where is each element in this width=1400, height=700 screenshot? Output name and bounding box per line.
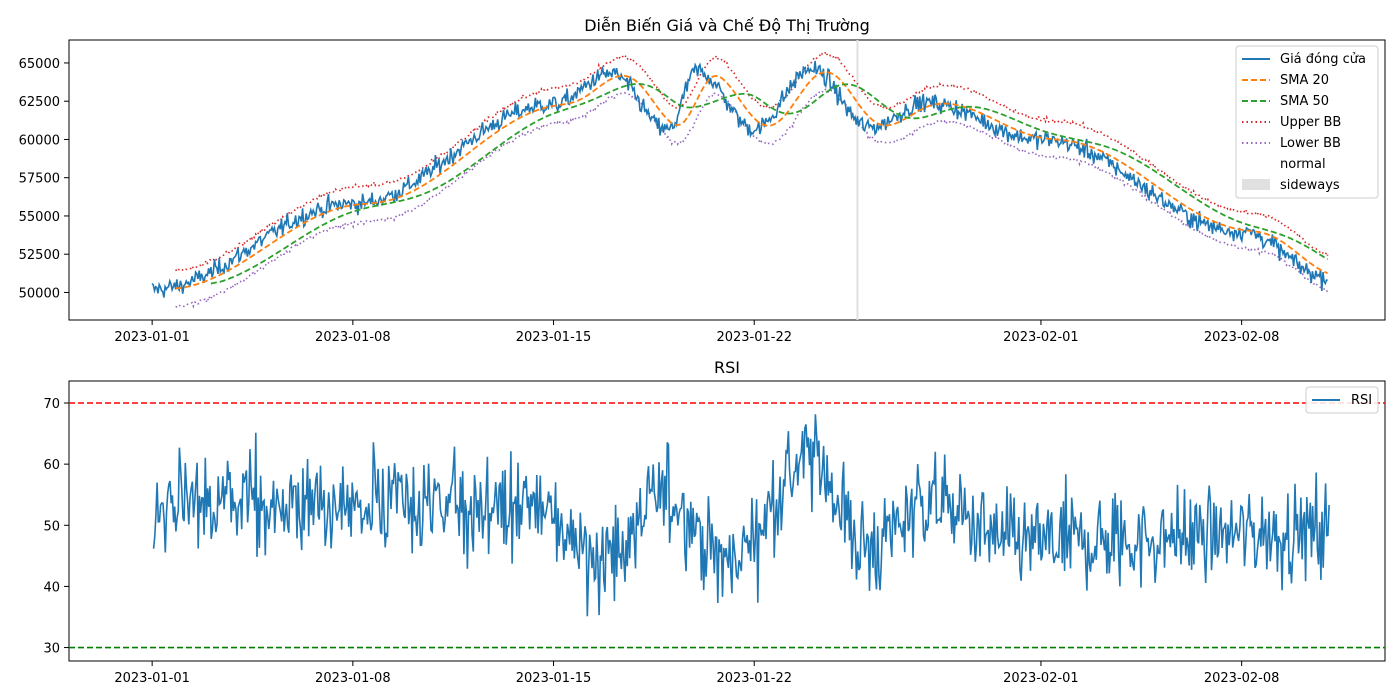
legend-sma20: SMA 20 bbox=[1280, 73, 1329, 88]
price-x-tick-label: 2023-01-22 bbox=[716, 330, 792, 345]
legend-lower-bb: Lower BB bbox=[1280, 136, 1341, 151]
price-x-tick-label: 2023-01-01 bbox=[114, 330, 190, 345]
price-frame bbox=[68, 39, 1386, 321]
price-y-tick-label: 65000 bbox=[19, 57, 60, 72]
price-y-tick-label: 55000 bbox=[19, 210, 60, 225]
rsi-frame bbox=[68, 380, 1386, 662]
rsi-chart-title: RSI bbox=[714, 358, 740, 377]
price-y-tick-label: 52500 bbox=[19, 248, 60, 263]
sma20-line bbox=[175, 71, 1328, 290]
rsi-x-tick-label: 2023-01-15 bbox=[516, 671, 592, 686]
rsi-y-tick-label: 30 bbox=[43, 642, 60, 657]
rsi-x-tick-label: 2023-01-08 bbox=[315, 671, 391, 686]
sma50-line bbox=[210, 83, 1329, 285]
legend-close: Giá đóng cửa bbox=[1280, 52, 1366, 67]
price-legend: Giá đóng cửa SMA 20 SMA 50 Upper BB Lowe… bbox=[1235, 45, 1379, 199]
price-x-tick-label: 2023-01-08 bbox=[315, 330, 391, 345]
rsi-legend: RSI bbox=[1305, 386, 1379, 414]
legend-rsi: RSI bbox=[1351, 393, 1372, 408]
price-x-tick-label: 2023-02-01 bbox=[1003, 330, 1079, 345]
upper-bb-line bbox=[175, 49, 1329, 273]
legend-normal: normal bbox=[1280, 157, 1326, 172]
price-y-tick-label: 60000 bbox=[19, 133, 60, 148]
legend-sideways: sideways bbox=[1280, 178, 1340, 193]
rsi-y-tick-label: 50 bbox=[43, 519, 60, 534]
price-x-tick-label: 2023-02-08 bbox=[1204, 330, 1280, 345]
rsi-x-tick-label: 2023-02-01 bbox=[1003, 671, 1079, 686]
lower-bb-line bbox=[175, 88, 1328, 309]
price-x-tick-label: 2023-01-15 bbox=[516, 330, 592, 345]
price-y-tick-label: 62500 bbox=[19, 95, 60, 110]
rsi-y-tick-label: 70 bbox=[43, 397, 60, 412]
rsi-x-tick-label: 2023-01-01 bbox=[114, 671, 190, 686]
price-panel: 2023-01-01 2023-01-08 2023-01-15 2023-01-22… bbox=[19, 39, 1386, 345]
rsi-x-tick-label: 2023-01-22 bbox=[716, 671, 792, 686]
legend-sma50: SMA 50 bbox=[1280, 94, 1329, 109]
rsi-x-tick-label: 2023-02-08 bbox=[1204, 671, 1280, 686]
price-y-tick-label: 57500 bbox=[19, 172, 60, 187]
rsi-panel: 2023-01-01 2023-01-08 2023-01-15 2023-01-22… bbox=[43, 380, 1386, 686]
rsi-y-tick-label: 60 bbox=[43, 458, 60, 473]
rsi-y-tick-label: 40 bbox=[43, 580, 60, 595]
legend-upper-bb: Upper BB bbox=[1280, 115, 1341, 130]
price-chart-title: Diễn Biến Giá và Chế Độ Thị Trường bbox=[584, 16, 870, 35]
price-y-tick-label: 50000 bbox=[19, 286, 60, 301]
rsi-line bbox=[152, 414, 1330, 617]
close-price-line bbox=[151, 60, 1328, 298]
